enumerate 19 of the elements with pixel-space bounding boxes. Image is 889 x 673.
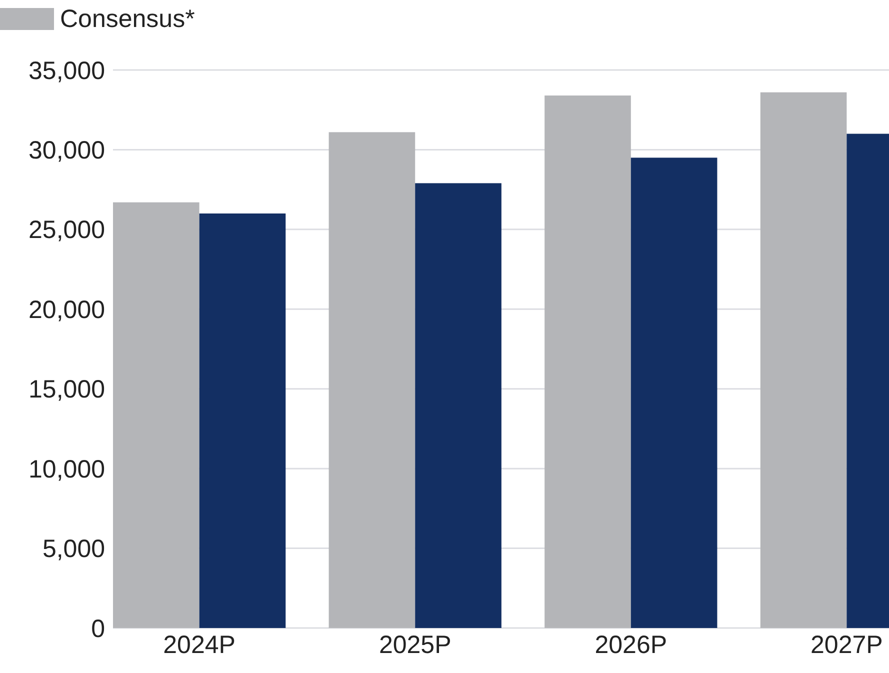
bar — [630, 158, 718, 628]
bar — [415, 183, 502, 628]
y-tick-label: 15,000 — [28, 376, 105, 404]
y-tick-label: 20,000 — [28, 296, 105, 324]
y-tick-label: 0 — [91, 614, 105, 643]
legend-label: Consensus* — [60, 5, 196, 33]
bar — [544, 96, 631, 628]
x-tick-label: 2027P — [810, 631, 883, 659]
x-tick-label: 2024P — [163, 631, 236, 659]
x-tick-label: 2026P — [594, 631, 668, 659]
y-tick-label: 10,000 — [28, 455, 105, 484]
x-tick-label: 2025P — [378, 631, 452, 659]
y-tick-label: 30,000 — [28, 136, 105, 164]
y-tick-label: 25,000 — [28, 216, 105, 244]
y-tick-label: 35,000 — [28, 56, 105, 85]
y-tick-label: 5,000 — [42, 535, 105, 564]
bar — [199, 213, 286, 628]
bar — [328, 132, 416, 628]
bar — [113, 202, 200, 628]
